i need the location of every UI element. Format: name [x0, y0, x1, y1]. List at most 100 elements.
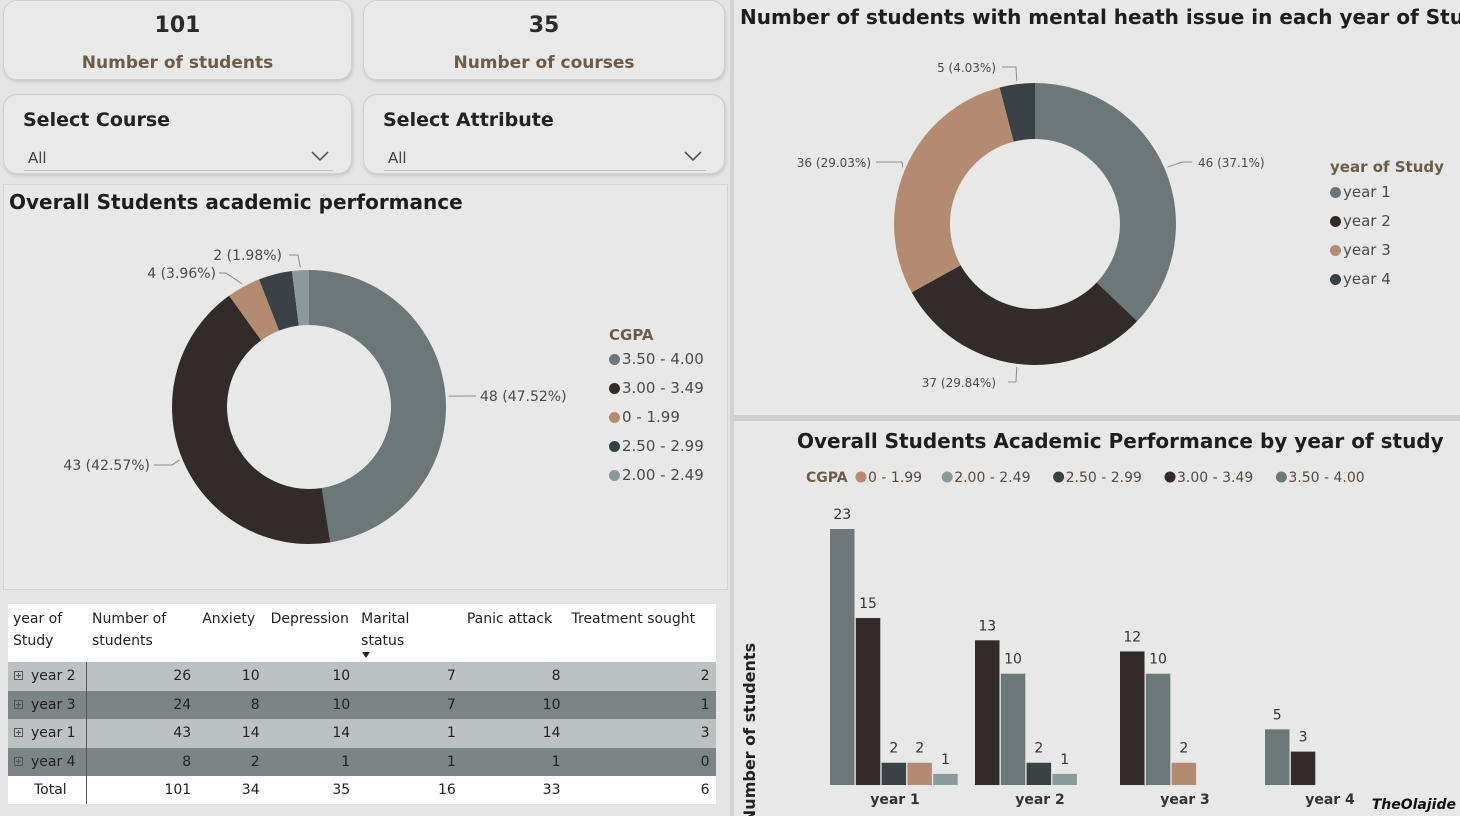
total-cell: 33 [461, 776, 567, 804]
donut-slice[interactable] [1035, 83, 1176, 322]
legend-dot-icon [941, 471, 953, 483]
donut-slice[interactable] [229, 279, 280, 341]
legend-item[interactable]: 3.50 - 4.00 [609, 350, 704, 368]
donut-slice[interactable] [894, 87, 1014, 293]
column-header-label: Number of students [91, 611, 167, 649]
kpi-card-students: 101 Number of students [3, 0, 352, 80]
data-label: 48 (47.52%) [480, 389, 567, 405]
legend-item[interactable]: year 3 [1330, 241, 1391, 259]
legend-dot-icon [1053, 471, 1065, 483]
chevron-down-icon[interactable] [311, 149, 329, 163]
bar[interactable] [1052, 773, 1077, 785]
legend-dot-icon [609, 441, 620, 452]
data-label: 37 (29.84%) [922, 376, 996, 390]
slicer-title: Select Course [23, 109, 171, 131]
legend-label[interactable]: 3.00 - 3.49 [1177, 470, 1253, 486]
bar-value-label: 10 [1149, 652, 1167, 668]
legend-item[interactable]: year 4 [1330, 270, 1391, 288]
bar[interactable] [1145, 673, 1171, 785]
academic-performance-panel: Overall Students academic performance 48… [3, 184, 728, 590]
total-cell: 35 [265, 776, 357, 804]
bar[interactable] [933, 773, 958, 785]
legend-dot-icon [609, 470, 620, 481]
bar-value-label: 13 [978, 618, 996, 634]
legend-item[interactable]: year 2 [1330, 212, 1391, 230]
bar[interactable] [855, 618, 881, 785]
column-header[interactable]: Anxiety [197, 604, 265, 662]
table-cell: 7 [356, 662, 462, 691]
row-header-cell: year 2 [8, 662, 87, 691]
bar[interactable] [1171, 762, 1197, 785]
expand-icon[interactable] [14, 756, 23, 766]
attribute-dropdown[interactable]: All [384, 143, 706, 171]
y-axis-label: Number of students [740, 643, 759, 816]
legend-label[interactable]: 2.00 - 2.49 [954, 470, 1030, 486]
bar[interactable] [975, 640, 1000, 785]
column-header[interactable]: Panic attack [462, 604, 567, 662]
slicer-title: Select Attribute [383, 109, 554, 131]
bar-value-label: 2 [1179, 741, 1188, 757]
course-dropdown[interactable]: All [24, 143, 333, 171]
legend-dot-icon [1330, 216, 1341, 227]
legend-item[interactable]: 2.00 - 2.49 [609, 466, 704, 484]
expand-icon[interactable] [14, 671, 23, 681]
donut-slice[interactable] [172, 295, 331, 544]
bar[interactable] [907, 762, 932, 785]
legend-label[interactable]: 0 - 1.99 [868, 470, 922, 486]
table-cell: 14 [197, 719, 266, 748]
legend-label: 3.50 - 4.00 [622, 350, 704, 368]
table-row[interactable]: year 2 26 10 10 7 8 2 [8, 662, 716, 691]
total-label: Total [8, 776, 87, 804]
table-cell: 10 [265, 690, 357, 719]
legend-label[interactable]: 3.50 - 4.00 [1288, 470, 1364, 486]
row-header-cell: year 3 [8, 690, 87, 719]
sort-desc-icon[interactable] [362, 652, 371, 658]
donut-slice[interactable] [259, 271, 299, 331]
bar-value-label: 2 [915, 741, 924, 757]
kpi-label: Number of courses [453, 53, 635, 73]
total-cell: 16 [356, 776, 462, 804]
course-slicer: Select Course All [3, 94, 352, 174]
legend-item[interactable]: 2.50 - 2.99 [609, 437, 704, 455]
table-row[interactable]: year 3 24 8 10 7 10 1 [8, 690, 716, 719]
legend-item[interactable]: 0 - 1.99 [609, 408, 680, 426]
mental-health-table: year of Study Number of students Anxiety De… [8, 604, 716, 804]
donut-slice[interactable] [999, 83, 1035, 142]
table-cell: 7 [356, 690, 462, 719]
bar[interactable] [881, 762, 907, 785]
column-header[interactable]: year of Study [8, 604, 87, 662]
bar[interactable] [1120, 651, 1145, 785]
bar[interactable] [1290, 751, 1316, 785]
legend-item[interactable]: year 1 [1330, 183, 1391, 201]
legend-dot-icon [1330, 187, 1341, 198]
column-header[interactable]: Depression [266, 604, 357, 662]
bar[interactable] [830, 529, 855, 785]
legend-label: 0 - 1.99 [622, 408, 680, 426]
chevron-down-icon[interactable] [684, 149, 702, 163]
data-label: 43 (42.57%) [63, 458, 150, 474]
panel-title: Number of students with mental heath iss… [740, 5, 1460, 29]
expand-icon[interactable] [14, 699, 23, 709]
legend-label: 2.00 - 2.49 [622, 466, 704, 484]
bar[interactable] [1026, 762, 1052, 785]
bar[interactable] [1000, 673, 1026, 785]
legend-item[interactable]: 3.00 - 3.49 [609, 379, 704, 397]
table-cell: 14 [265, 719, 357, 748]
horizontal-divider [734, 415, 1460, 421]
column-header[interactable]: Treatment sought [567, 604, 716, 662]
bar-value-label: 10 [1004, 652, 1022, 668]
column-header[interactable]: Number of students [86, 604, 197, 662]
kpi-label: Number of students [81, 53, 274, 73]
donut-slice[interactable] [291, 270, 309, 326]
donut-slice[interactable] [911, 265, 1138, 365]
expand-icon[interactable] [14, 728, 23, 738]
table-row[interactable]: year 1 43 14 14 1 14 3 [8, 719, 716, 748]
legend-label[interactable]: 2.50 - 2.99 [1066, 470, 1142, 486]
column-header[interactable]: Marital status [356, 604, 462, 662]
total-cell: 6 [566, 776, 716, 804]
donut-slice[interactable] [309, 270, 446, 543]
table-cell: 8 [86, 747, 198, 776]
bar[interactable] [1265, 729, 1290, 785]
table-cell: 10 [461, 690, 567, 719]
